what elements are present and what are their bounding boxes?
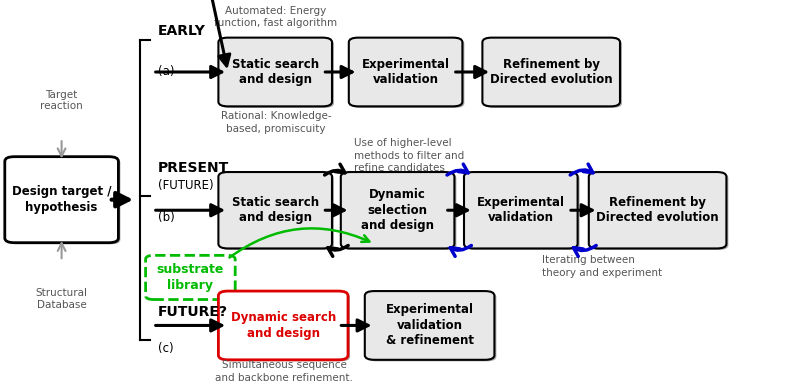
Text: Dynamic search
and design: Dynamic search and design <box>230 311 336 340</box>
FancyBboxPatch shape <box>5 157 118 243</box>
Text: Refinement by
Directed evolution: Refinement by Directed evolution <box>596 196 719 225</box>
FancyBboxPatch shape <box>218 172 332 248</box>
Text: PRESENT: PRESENT <box>158 161 229 175</box>
FancyBboxPatch shape <box>484 39 622 108</box>
Text: EARLY: EARLY <box>158 25 206 38</box>
Text: (c): (c) <box>158 342 174 355</box>
FancyBboxPatch shape <box>349 38 462 106</box>
FancyBboxPatch shape <box>220 174 334 250</box>
FancyBboxPatch shape <box>366 293 496 361</box>
FancyBboxPatch shape <box>218 38 332 106</box>
Text: Use of higher-level
methods to filter and
refine candidates: Use of higher-level methods to filter an… <box>354 138 465 173</box>
Text: Static search
and design: Static search and design <box>232 196 318 225</box>
Text: (b): (b) <box>158 211 174 224</box>
FancyBboxPatch shape <box>589 172 726 248</box>
FancyBboxPatch shape <box>218 291 348 360</box>
Text: Iterating between
theory and experiment: Iterating between theory and experiment <box>542 255 662 278</box>
Text: (FUTURE): (FUTURE) <box>158 179 214 192</box>
Text: Static search
and design: Static search and design <box>232 58 318 86</box>
FancyBboxPatch shape <box>590 174 728 250</box>
FancyBboxPatch shape <box>464 172 578 248</box>
Text: (a): (a) <box>158 65 174 78</box>
FancyBboxPatch shape <box>220 293 350 361</box>
Text: Automated: Energy
function, fast algorithm: Automated: Energy function, fast algorit… <box>214 6 338 28</box>
Text: Target
reaction: Target reaction <box>40 90 83 111</box>
Text: Design target /
hypothesis: Design target / hypothesis <box>12 185 111 214</box>
FancyBboxPatch shape <box>343 174 456 250</box>
FancyBboxPatch shape <box>365 291 494 360</box>
Text: Refinement by
Directed evolution: Refinement by Directed evolution <box>490 58 613 86</box>
Text: substrate
library: substrate library <box>157 263 224 292</box>
FancyBboxPatch shape <box>466 174 579 250</box>
Text: Structural
Database: Structural Database <box>36 288 88 310</box>
Text: Rational: Knowledge-
based, promiscuity: Rational: Knowledge- based, promiscuity <box>221 111 331 134</box>
Text: Experimental
validation: Experimental validation <box>477 196 565 225</box>
Text: Experimental
validation
& refinement: Experimental validation & refinement <box>386 303 474 348</box>
Text: Experimental
validation: Experimental validation <box>362 58 450 86</box>
Text: Simultaneous sequence
and backbone refinement.
Ensemble treatement of
low energy: Simultaneous sequence and backbone refin… <box>215 360 353 384</box>
FancyBboxPatch shape <box>482 38 620 106</box>
FancyBboxPatch shape <box>220 39 334 108</box>
FancyBboxPatch shape <box>146 255 235 300</box>
Text: FUTURE?: FUTURE? <box>158 305 227 319</box>
FancyBboxPatch shape <box>350 39 464 108</box>
FancyBboxPatch shape <box>6 158 120 244</box>
FancyBboxPatch shape <box>341 172 454 248</box>
Text: Dynamic
selection
and design: Dynamic selection and design <box>361 188 434 232</box>
